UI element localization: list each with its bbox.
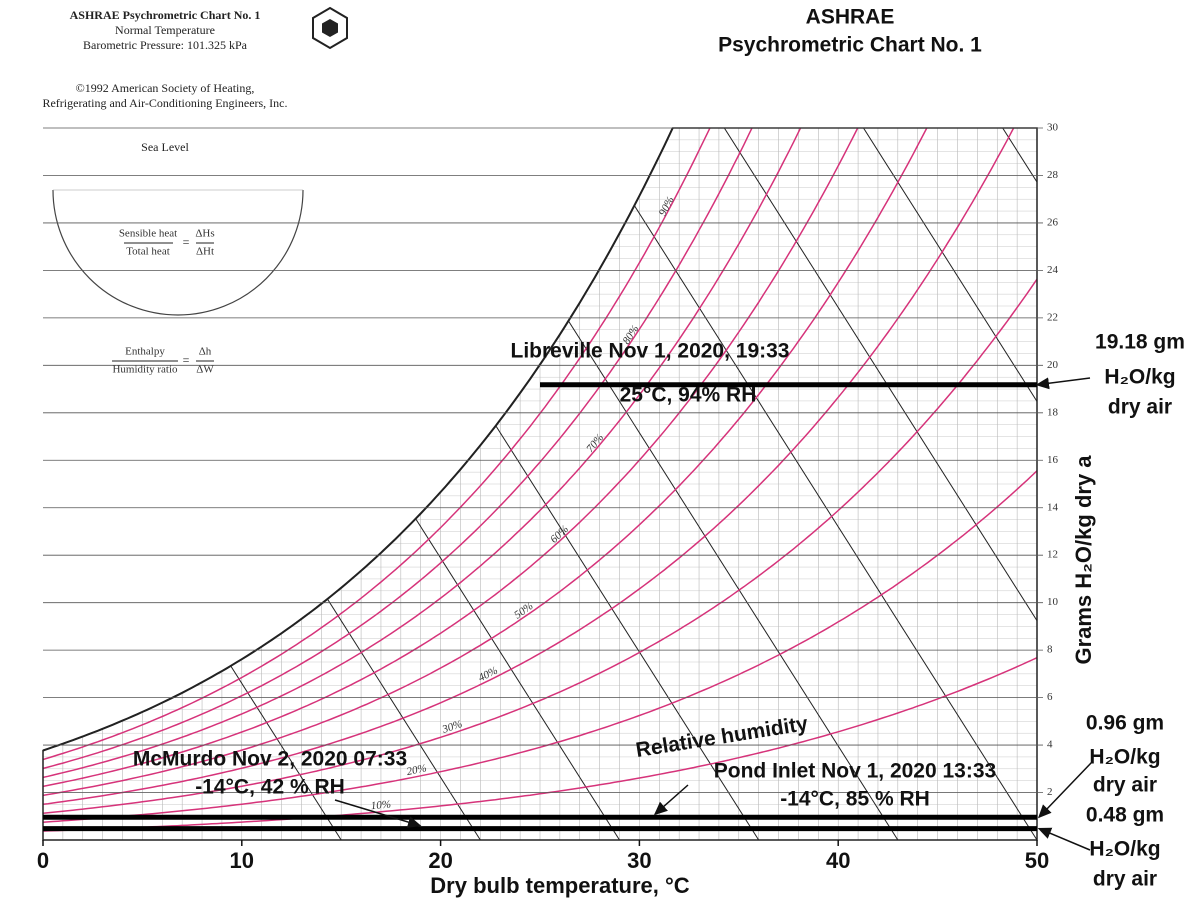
annotation-detail: -14°C, 42 % RH	[195, 776, 345, 799]
rh-curve	[43, 470, 1037, 823]
header-text: Normal Temperature	[115, 23, 215, 37]
x-tick-label: 0	[37, 848, 49, 873]
protractor	[52, 189, 304, 316]
header-text: ASHRAE Psychrometric Chart No. 1	[70, 8, 261, 22]
title: ASHRAE	[806, 6, 895, 29]
annotation-name: Pond Inlet Nov 1, 2020 13:33	[714, 760, 996, 783]
protractor-text: Total heat	[126, 246, 170, 258]
y-tick-label: 10	[1047, 596, 1059, 608]
header-text: Barometric Pressure: 101.325 kPa	[83, 38, 248, 52]
x-tick-label: 40	[826, 848, 850, 873]
y-tick-label: 8	[1047, 644, 1053, 656]
protractor-text: Enthalpy	[125, 346, 165, 358]
protractor-text: ΔW	[196, 364, 214, 376]
y-tick-label: 28	[1047, 169, 1059, 181]
x-axis-label: Dry bulb temperature, °C	[430, 873, 690, 898]
value-label: H₂O/kg	[1089, 838, 1160, 861]
value-label: dry air	[1108, 396, 1172, 419]
value-label: 19.18 gm	[1095, 331, 1185, 354]
rh-label: 20%	[406, 762, 428, 778]
x-tick-label: 10	[230, 848, 254, 873]
y-axis-label: Grams H₂O/kg dry a	[1071, 455, 1096, 665]
rh-curve	[43, 128, 1037, 770]
annotation-detail: -14°C, 85 % RH	[780, 788, 930, 811]
y-tick-label: 14	[1047, 501, 1059, 513]
y-tick-label: 22	[1047, 311, 1058, 323]
y-tick-label: 4	[1047, 739, 1053, 751]
value-label: 0.48 gm	[1086, 804, 1164, 827]
annotation-detail: 25°C, 94% RH	[620, 384, 757, 407]
header-text: Sea Level	[141, 140, 189, 154]
header: = =	[52, 6, 348, 367]
arrow	[1037, 827, 1091, 851]
value-label: dry air	[1093, 774, 1157, 797]
value-label: 0.96 gm	[1086, 712, 1164, 735]
arrow	[1035, 377, 1091, 390]
arrow	[1037, 761, 1093, 819]
chart-border	[42, 127, 1038, 841]
protractor-text: ΔHs	[195, 228, 214, 240]
protractor-text: Humidity ratio	[112, 364, 178, 376]
y-tick-label: 30	[1047, 122, 1059, 134]
arrow	[653, 784, 689, 816]
arrow	[334, 799, 422, 828]
annotation-name: Libreville Nov 1, 2020, 19:33	[511, 340, 790, 363]
y-tick-label: 6	[1047, 691, 1053, 703]
y-tick-label: 20	[1047, 359, 1059, 371]
rh-curve	[43, 128, 1037, 779]
x-tick-label: 50	[1025, 848, 1049, 873]
svg-text:=: =	[183, 235, 190, 249]
rh-curve	[43, 657, 1037, 832]
protractor-text: ΔHt	[196, 246, 214, 258]
annotation-name: McMurdo Nov 2, 2020 07:33	[133, 748, 407, 771]
rh-curve	[43, 278, 1037, 814]
rh-curve	[43, 128, 1037, 806]
y-tick-label: 16	[1047, 454, 1059, 466]
y-tick-label: 26	[1047, 216, 1059, 228]
rh-curve	[43, 128, 1037, 761]
y-tick-label: 2	[1047, 786, 1053, 798]
diagonal	[817, 128, 1037, 840]
rh-curve	[43, 128, 1037, 797]
title: Psychrometric Chart No. 1	[718, 34, 982, 57]
plot: 10%20%30%40%50%60%70%80%90%	[43, 128, 1037, 840]
value-label: H₂O/kg	[1089, 746, 1160, 769]
y-tick-label: 18	[1047, 406, 1059, 418]
value-label: H₂O/kg	[1104, 366, 1175, 389]
y-tick-label: 12	[1047, 549, 1058, 561]
x-tick-label: 30	[627, 848, 651, 873]
x-tick-label: 20	[428, 848, 452, 873]
logo	[312, 6, 348, 50]
rh-curve	[43, 128, 1037, 788]
protractor-text: Sensible heat	[119, 228, 177, 240]
diagonal	[678, 128, 1037, 840]
header-text: ©1992 American Society of Heating,	[76, 81, 255, 95]
value-label: dry air	[1093, 868, 1157, 891]
protractor-text: Δh	[199, 346, 212, 358]
y-tick-label: 24	[1047, 264, 1059, 276]
svg-text:=: =	[183, 353, 190, 367]
header-text: Refrigerating and Air-Conditioning Engin…	[42, 96, 287, 110]
rh-label: 10%	[370, 798, 391, 812]
